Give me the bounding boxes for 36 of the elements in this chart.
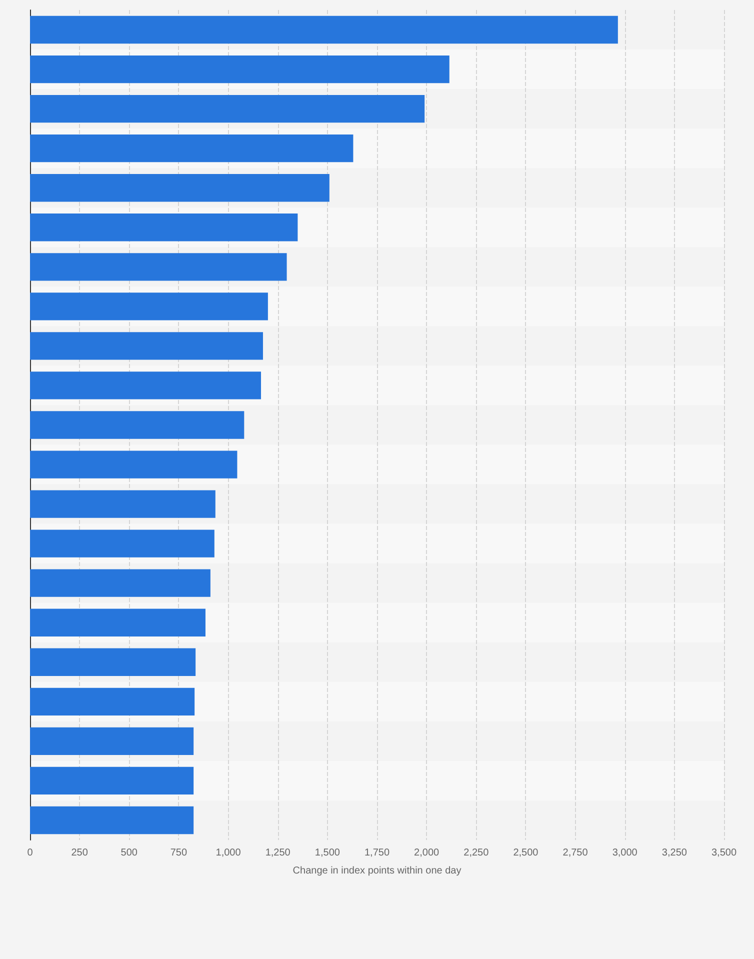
x-tick-label: 1,250 (265, 848, 291, 858)
bar (30, 134, 354, 162)
bar (30, 174, 330, 202)
x-tick-label: 750 (170, 848, 188, 858)
x-tick-label: 250 (71, 848, 88, 858)
bar (30, 55, 450, 84)
bar (30, 648, 196, 676)
bar (30, 569, 210, 597)
bar (30, 727, 194, 756)
x-tick-label: 500 (120, 848, 138, 858)
x-tick-label: 1,500 (314, 848, 340, 858)
x-tick-label: 1,750 (364, 848, 390, 858)
x-tick-label: 3,000 (612, 848, 638, 858)
bar (30, 688, 195, 716)
bar (30, 450, 238, 478)
x-axis-title: Change in index points within one day (292, 866, 462, 876)
x-tick-label: 3,250 (662, 848, 688, 858)
bar (30, 490, 216, 518)
x-tick-label: 2,000 (414, 848, 440, 858)
x-tick-label: 2,750 (562, 848, 588, 858)
bar (30, 411, 244, 439)
bar (30, 806, 194, 834)
x-tick-label: 2,250 (464, 848, 490, 858)
bar (30, 608, 206, 636)
x-tick-label: 1,000 (216, 848, 242, 858)
bar (30, 766, 194, 795)
bar (30, 530, 214, 558)
bar (30, 372, 262, 400)
x-tick-label: 3,500 (711, 848, 737, 858)
bar (30, 253, 287, 281)
x-tick-label: 2,500 (513, 848, 539, 858)
bar (30, 332, 263, 360)
bar (30, 292, 268, 320)
x-tick-label: 0 (27, 848, 34, 858)
bar (30, 94, 425, 123)
bar (30, 214, 298, 242)
